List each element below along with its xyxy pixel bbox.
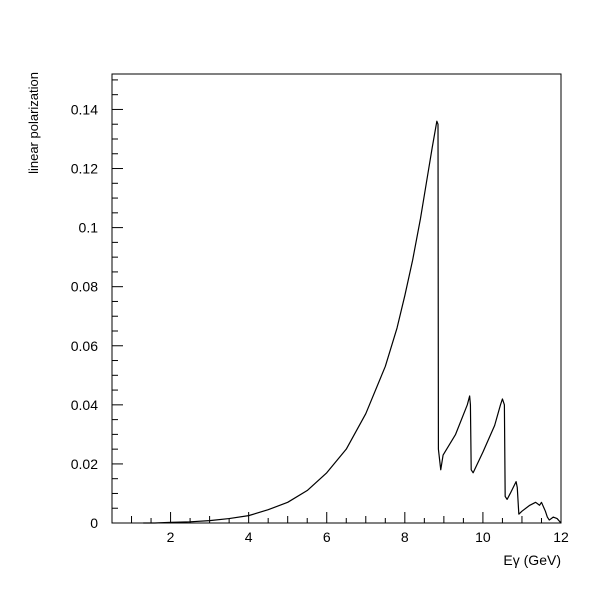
- y-tick-label: 0.1: [79, 220, 99, 236]
- y-tick-label: 0.12: [71, 161, 98, 177]
- y-tick-label: 0: [90, 515, 98, 531]
- y-tick-label: 0.14: [71, 101, 98, 117]
- x-tick-label: 4: [245, 529, 253, 545]
- x-tick-label: 10: [475, 529, 491, 545]
- y-tick-labels: 0 0.02 0.04 0.06 0.08 0.1 0.12 0.14: [71, 101, 98, 531]
- x-tick-label: 6: [323, 529, 331, 545]
- y-tick-label: 0.08: [71, 279, 98, 295]
- y-ticks-group: [112, 79, 123, 524]
- series-line: [143, 120, 562, 524]
- y-axis-label: linear polarization: [26, 72, 41, 174]
- x-tick-label: 2: [167, 529, 175, 545]
- plot-frame: [111, 73, 562, 524]
- y-tick-label: 0.04: [71, 397, 98, 413]
- y-tick-label: 0.06: [71, 338, 98, 354]
- x-ticks-group: [131, 512, 562, 523]
- x-tick-labels: 2 4 6 8 10 12: [167, 529, 569, 545]
- x-tick-label: 12: [553, 529, 569, 545]
- y-tick-label: 0.02: [71, 456, 98, 472]
- x-axis-label: Eγ (GeV): [503, 552, 561, 568]
- x-tick-label: 8: [401, 529, 409, 545]
